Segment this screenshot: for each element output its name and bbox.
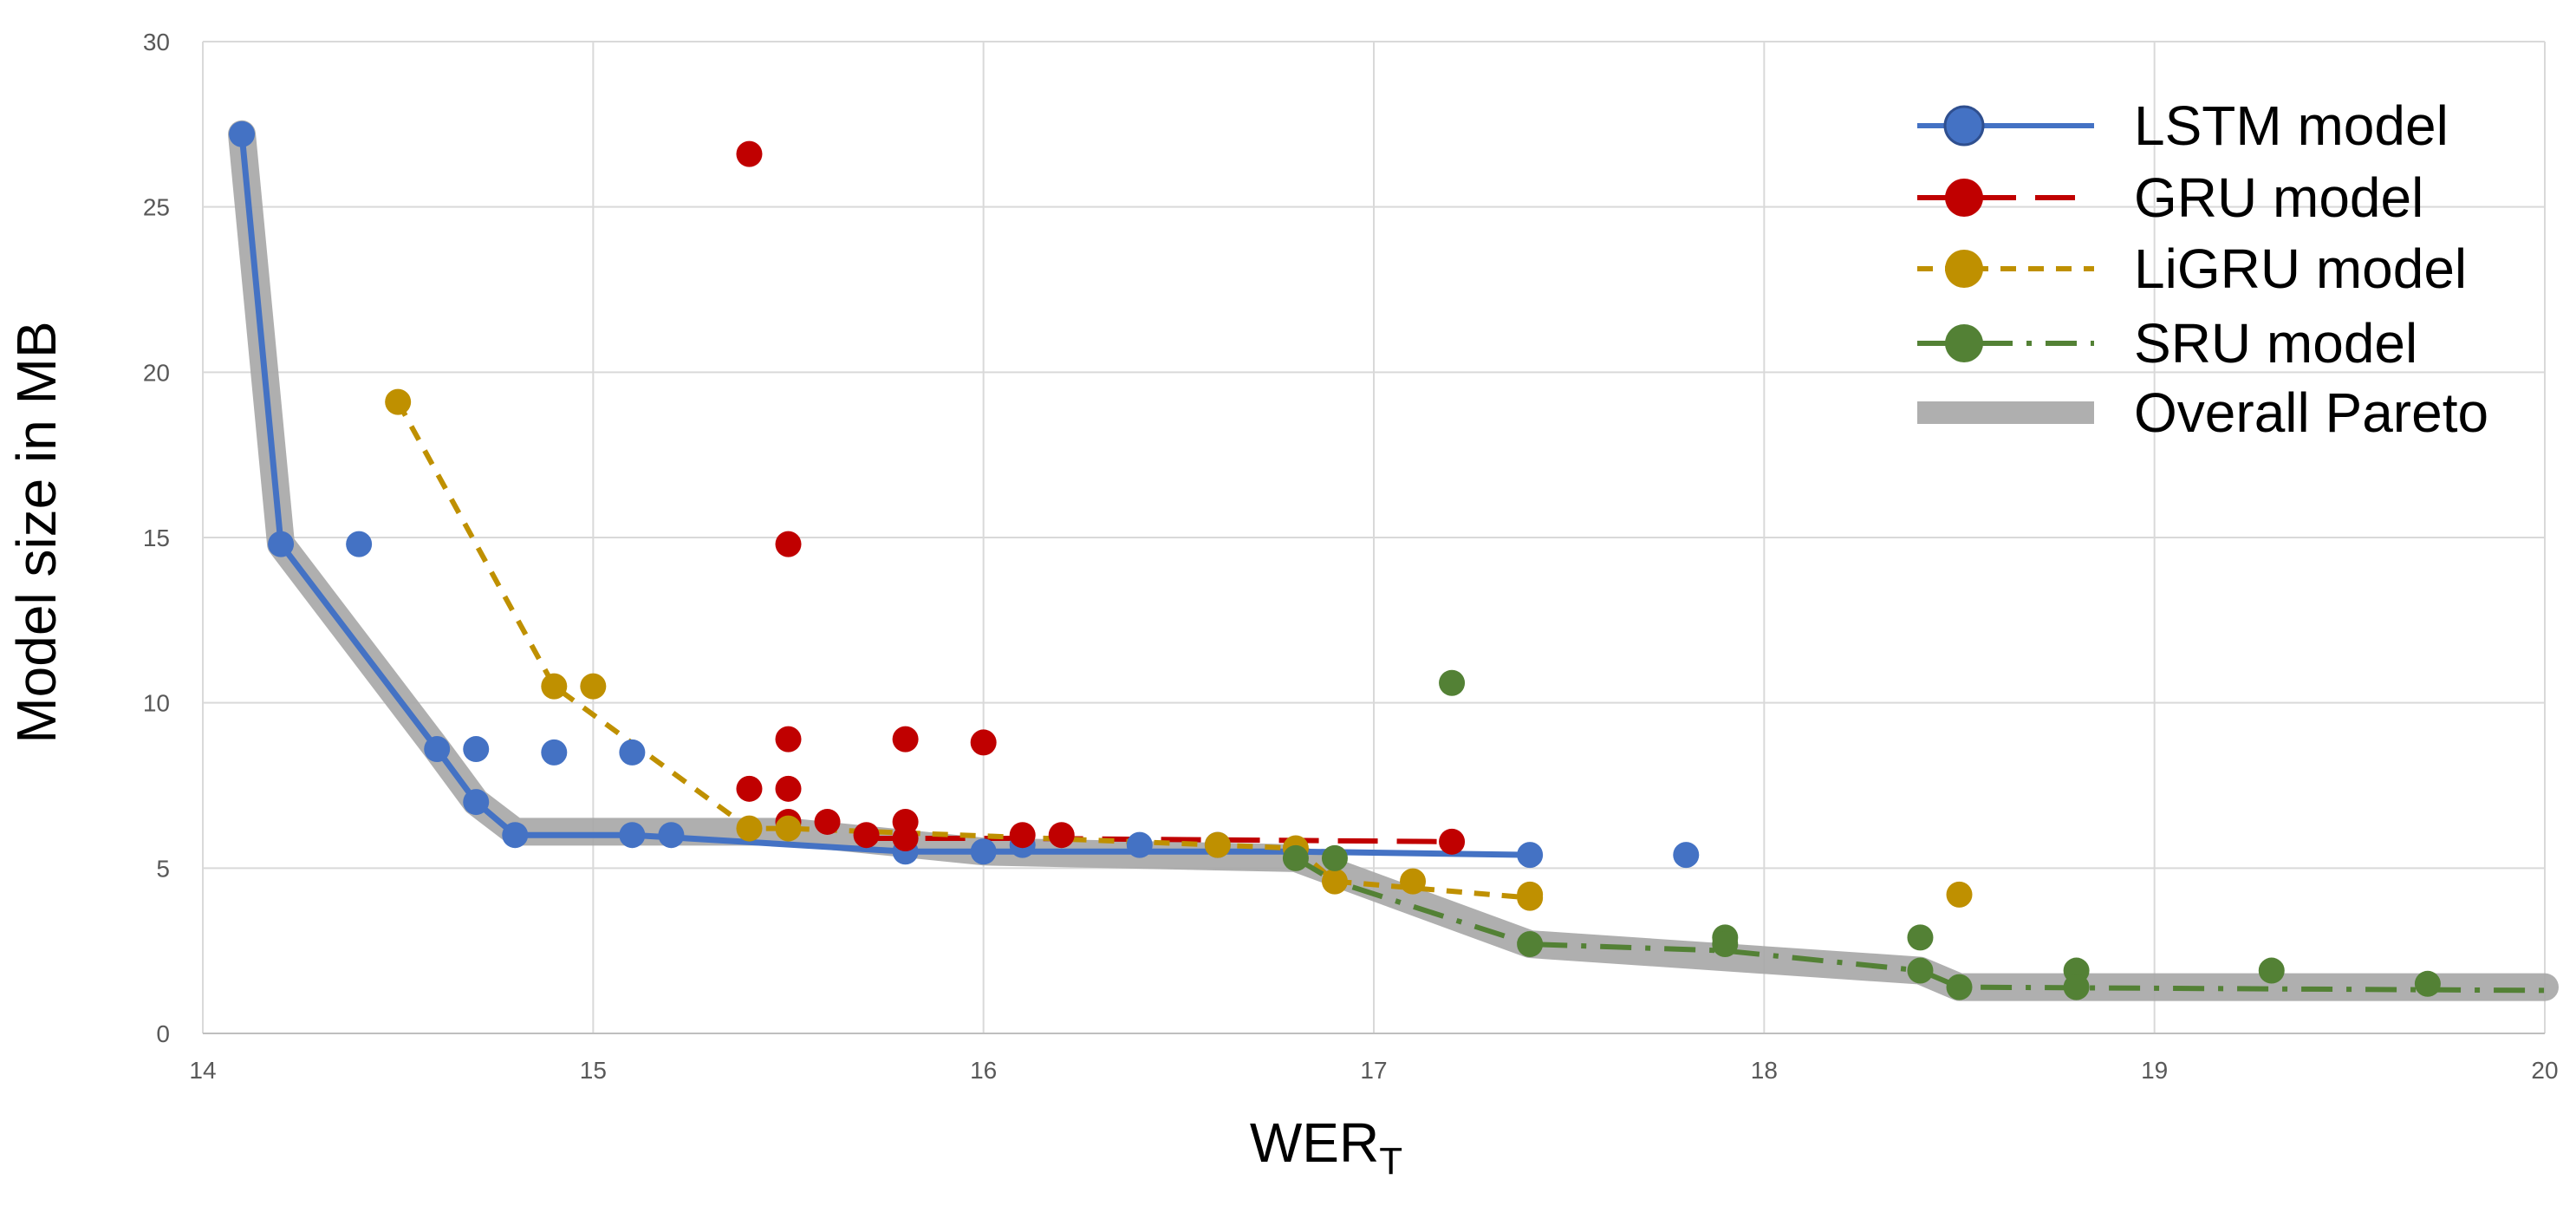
sru-model-point — [1907, 957, 1934, 984]
lstm-model-point — [970, 838, 997, 865]
gru-model-point — [775, 775, 802, 802]
y-tick-label: 10 — [143, 690, 170, 717]
gru-model-point — [970, 729, 997, 756]
gru-model-point — [736, 775, 763, 802]
gru-model-legend-label: GRU model — [2134, 166, 2423, 229]
lstm-model-legend-marker — [1943, 105, 1985, 147]
lstm-model-point — [229, 121, 256, 147]
gru-model-point — [1048, 822, 1075, 849]
gru-model-point — [853, 822, 880, 849]
sru-model-legend-marker — [1945, 324, 1983, 362]
ligru-model-front-line — [395, 401, 1531, 901]
x-axis-title: WERT — [1250, 1111, 1402, 1183]
gru-model-point — [1009, 822, 1036, 849]
lstm-model-point — [658, 822, 685, 849]
lstm-model-point — [619, 822, 646, 849]
x-tick-label: 19 — [2141, 1057, 2168, 1084]
ligru-model-point — [1517, 881, 1544, 908]
plot-area — [228, 120, 2559, 1001]
overall-pareto-legend-label: Overall Pareto — [2134, 381, 2488, 444]
x-tick-labels: 14 15 16 17 18 19 20 — [189, 1057, 2558, 1084]
sru-model-point — [2063, 974, 2090, 1000]
lstm-model-point — [1517, 842, 1544, 869]
sru-model-point — [1946, 974, 1973, 1000]
x-tick-label: 17 — [1360, 1057, 1387, 1084]
lstm-model-point — [1673, 842, 1700, 869]
y-tick-label: 5 — [156, 855, 170, 882]
ligru-model-point — [385, 388, 412, 415]
x-tick-label: 15 — [580, 1057, 607, 1084]
lstm-model-point — [463, 789, 490, 816]
sru-model-point — [1282, 844, 1309, 871]
sru-model-point — [1517, 931, 1544, 958]
ligru-model-point — [580, 673, 607, 700]
ligru-model-point — [1321, 868, 1348, 895]
sru-model-point — [1439, 669, 1466, 696]
sru-model-point — [2258, 957, 2285, 984]
y-tick-label: 0 — [156, 1020, 170, 1047]
sru-model-point — [2414, 970, 2441, 997]
ligru-model-legend-marker — [1945, 250, 1983, 288]
y-tick-label: 25 — [143, 194, 170, 221]
sru-model-legend-label: SRU model — [2134, 312, 2417, 375]
lstm-model-point — [424, 736, 451, 763]
sru-model-point — [1321, 844, 1348, 871]
y-tick-label: 30 — [143, 29, 170, 55]
gru-model-point — [736, 140, 763, 167]
y-tick-labels: 0 5 10 15 20 25 30 — [143, 29, 170, 1047]
gru-model-point — [892, 726, 919, 753]
ligru-model-point — [736, 815, 763, 842]
ligru-model-point — [541, 673, 568, 700]
lstm-model-point — [1126, 831, 1153, 858]
gru-model-point — [775, 531, 802, 557]
sru-model-point — [1907, 924, 1934, 951]
y-tick-label: 20 — [143, 359, 170, 386]
lstm-model-point — [541, 739, 568, 766]
ligru-model-point — [1400, 868, 1427, 895]
lstm-model-point — [619, 739, 646, 766]
ligru-model-legend-label: LiGRU model — [2134, 238, 2467, 300]
lstm-model-point — [346, 531, 373, 557]
lstm-model-point — [463, 736, 490, 763]
x-tick-label: 18 — [1751, 1057, 1778, 1084]
x-tick-label: 16 — [970, 1057, 997, 1084]
gru-model-point — [775, 726, 802, 753]
x-tick-label: 14 — [189, 1057, 216, 1084]
y-axis-title: Model size in MB — [5, 321, 68, 743]
ligru-model-point — [775, 815, 802, 842]
y-tick-label: 15 — [143, 525, 170, 551]
gru-model-point — [892, 825, 919, 852]
lstm-model-legend-label: LSTM model — [2134, 94, 2449, 157]
sru-model-point — [1712, 931, 1739, 958]
lstm-model-point — [502, 822, 529, 849]
ligru-model-point — [1946, 881, 1973, 908]
gru-model-point — [1439, 828, 1466, 855]
x-tick-label: 20 — [2531, 1057, 2558, 1084]
ligru-model-point — [1204, 831, 1231, 858]
gru-model-legend-marker — [1945, 179, 1983, 217]
gru-model-point — [814, 808, 841, 835]
lstm-model-point — [268, 531, 295, 557]
legend: LSTM model GRU model LiGRU model SRU modelO… — [1917, 94, 2488, 444]
